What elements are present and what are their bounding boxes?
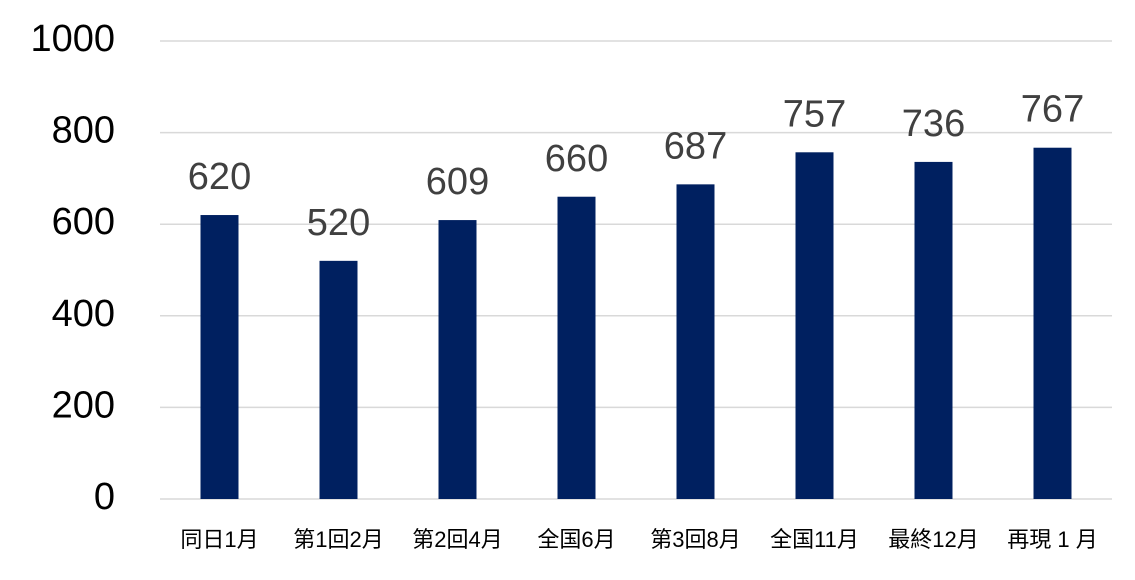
x-tick-label: 全国11月 [770,527,859,552]
x-tick-label: 第3回8月 [650,527,740,552]
bar [914,161,953,500]
x-tick-label: 第1回2月 [293,527,383,552]
x-tick-label: 最終12月 [888,527,978,552]
y-tick-label: 400 [52,293,115,335]
y-tick-label: 0 [94,476,115,518]
bar [319,260,358,499]
value-label: 757 [783,93,846,135]
x-tick-label: 同日1月 [180,527,258,552]
y-tick-label: 800 [52,110,115,152]
x-tick-label: 再現 1 月 [1007,527,1097,552]
bar [438,220,477,499]
bar [795,152,834,499]
bar [200,215,239,500]
x-tick-label: 第2回4月 [412,527,502,552]
y-tick-label: 200 [52,384,115,426]
value-label: 736 [902,103,965,145]
bar [557,196,596,499]
x-tick-label: 全国6月 [537,527,615,552]
value-label: 767 [1021,89,1084,131]
y-tick-label: 1000 [30,18,115,60]
value-label: 620 [188,156,251,198]
value-label: 520 [307,202,370,244]
y-tick-label: 600 [52,201,115,243]
value-label: 687 [664,125,727,167]
value-label: 660 [545,138,608,180]
bar [676,184,715,499]
bar [1033,147,1072,500]
value-label: 609 [426,161,489,203]
